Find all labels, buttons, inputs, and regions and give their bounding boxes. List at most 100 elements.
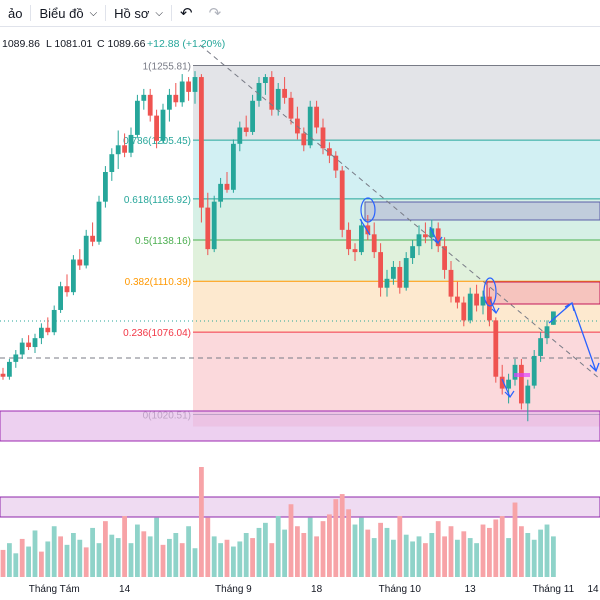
toolbar-item-partial-label: ảo xyxy=(8,5,23,21)
down-arrow-1[interactable] xyxy=(359,218,371,236)
volume-bar xyxy=(160,544,166,577)
ohlc-close: C 1089.66 xyxy=(97,38,146,50)
volume-bar xyxy=(320,521,326,577)
time-tick-label: Tháng Tám xyxy=(28,584,80,595)
candle-body xyxy=(551,311,556,325)
volume-bar xyxy=(51,526,57,577)
candle-body xyxy=(39,327,44,339)
support-zone[interactable] xyxy=(0,410,600,442)
volume-bar xyxy=(77,539,83,577)
volume-bar xyxy=(167,538,172,577)
candle-body xyxy=(211,201,217,250)
volume-bar xyxy=(45,541,51,577)
candles xyxy=(0,71,556,422)
top-toolbar: ảo Biểu đồ ⌵ Hồ sơ ⌵ ↶ ↷ xyxy=(0,0,600,27)
zones[interactable] xyxy=(0,201,600,518)
trend-line[interactable] xyxy=(199,44,600,380)
candle-body xyxy=(243,127,249,132)
volume-bar xyxy=(493,519,499,577)
volume-bar xyxy=(237,541,243,577)
time-tick-label: 13 xyxy=(464,584,476,595)
volume-bar xyxy=(352,524,358,577)
candle-body xyxy=(103,172,108,202)
price-chart[interactable]: 1(1255.81)0.786(1205.45)0.618(1165.92)0.… xyxy=(0,27,600,578)
ohlc-legend: 1089.86 L 1081.01 C 1089.66 +12.88 (+1.2… xyxy=(2,38,225,50)
volume-bar xyxy=(186,526,191,577)
time-axis[interactable]: Tháng Tám 14 Tháng 9 18 Tháng 10 13 Tháng 11 14 xyxy=(0,578,600,600)
undo-icon[interactable]: ↶ xyxy=(180,5,193,22)
down-arrow-3[interactable] xyxy=(489,298,500,314)
chart-menu-button[interactable]: Biểu đồ ⌵ xyxy=(31,0,105,26)
candle-body xyxy=(327,148,332,156)
volume-bar xyxy=(448,526,454,577)
volume-bar xyxy=(531,539,537,577)
candle-body xyxy=(256,82,262,101)
candle-body xyxy=(13,354,19,362)
candle-body xyxy=(90,235,95,242)
volume-bar xyxy=(391,539,396,577)
candle-body xyxy=(179,81,185,103)
redo-icon[interactable]: ↷ xyxy=(208,5,222,22)
highlight-ellipse-1[interactable] xyxy=(360,197,376,223)
price-marker xyxy=(514,373,530,377)
volume-bar xyxy=(359,517,364,577)
candle-body xyxy=(378,252,383,288)
volume-bar xyxy=(275,516,281,577)
volume-bar xyxy=(416,536,422,577)
candle-body xyxy=(32,338,38,348)
highlight-ellipse-2[interactable] xyxy=(483,277,497,307)
volume-bar xyxy=(544,524,550,577)
candle-body xyxy=(71,259,76,293)
resistance-zone-upper[interactable] xyxy=(364,201,600,221)
volume-bar xyxy=(519,526,524,577)
candle-body xyxy=(218,183,223,202)
volume-bar xyxy=(551,536,556,577)
down-arrow-2[interactable] xyxy=(429,226,443,244)
candle-body xyxy=(128,134,134,153)
candle-body xyxy=(474,293,479,306)
candle-body xyxy=(199,77,204,208)
toolbar-divider xyxy=(171,5,173,21)
candle-body xyxy=(7,361,12,377)
down-arrow-4[interactable] xyxy=(501,378,515,398)
volume-bar xyxy=(467,538,473,577)
volume-bar xyxy=(288,504,294,577)
fib-level-label: 0.618(1165.92) xyxy=(124,195,191,206)
candle-body xyxy=(371,234,377,253)
fib-level-label: 0.382(1110.39) xyxy=(125,277,191,288)
candle-body xyxy=(231,143,236,190)
fib-level-label: 1(1255.81) xyxy=(143,61,191,72)
profile-menu-button[interactable]: Hồ sơ ⌵ xyxy=(106,0,171,26)
chevron-down-icon: ⌵ xyxy=(89,7,98,19)
volume-bar xyxy=(327,514,332,577)
volume-bars xyxy=(0,467,556,577)
volume-bar xyxy=(128,543,134,577)
volume-bar xyxy=(83,547,89,577)
candle-body xyxy=(493,320,499,377)
volume-bar xyxy=(455,539,460,577)
fibonacci-retracement[interactable]: 1(1255.81)0.786(1205.45)0.618(1165.92)0.… xyxy=(123,61,600,427)
time-tick-label: 14 xyxy=(119,584,131,595)
candle-body xyxy=(282,88,287,98)
fib-band xyxy=(193,65,600,141)
fib-band xyxy=(193,140,600,199)
volume-bar xyxy=(154,517,159,577)
ohlc-open: 1089.86 xyxy=(2,38,40,50)
candle-body xyxy=(410,246,415,259)
volume-bar xyxy=(0,549,6,577)
volume-bar xyxy=(224,539,230,577)
candle-body xyxy=(480,296,486,306)
resistance-zone-lower[interactable] xyxy=(486,281,600,305)
volume-bar xyxy=(295,526,300,577)
drawings[interactable] xyxy=(199,44,600,398)
toolbar-divider xyxy=(30,5,32,21)
candle-body xyxy=(339,170,345,230)
volume-bar xyxy=(211,536,217,577)
volume-bar xyxy=(7,543,12,577)
volume-zone[interactable] xyxy=(0,496,600,518)
toolbar-item-partial[interactable]: ảo xyxy=(0,0,30,26)
forecast-path[interactable] xyxy=(548,301,600,373)
candle-body xyxy=(442,246,447,270)
candle-body xyxy=(224,183,230,190)
volume-bar xyxy=(64,544,70,577)
